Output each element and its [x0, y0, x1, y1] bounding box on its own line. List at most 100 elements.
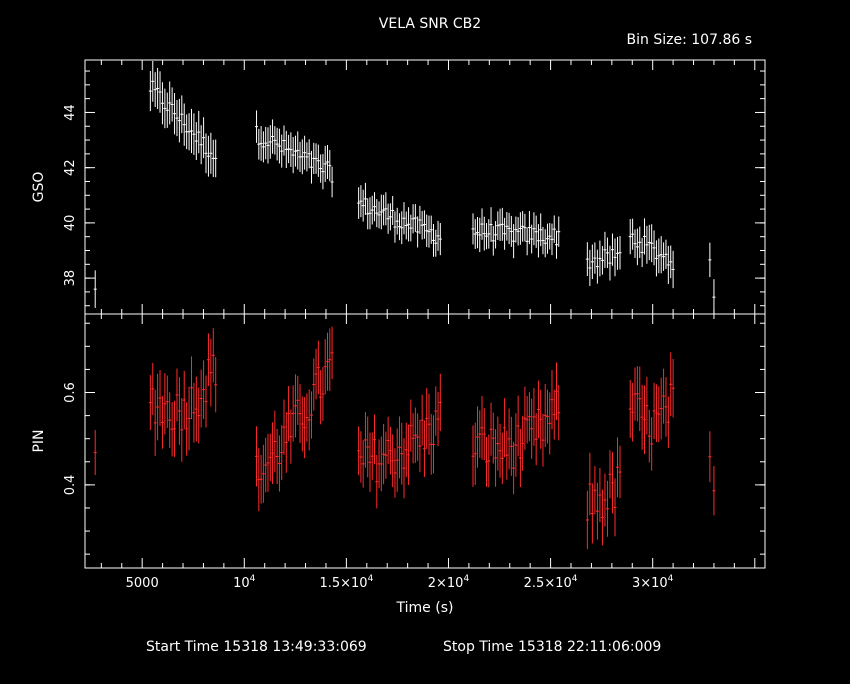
pin-data-point — [199, 369, 203, 428]
pin-data-point — [494, 429, 498, 487]
pin-data-point — [518, 428, 522, 488]
pin-data-point — [368, 432, 372, 492]
gso-data-point — [603, 231, 607, 268]
pin-data-point — [189, 356, 193, 420]
pin-data-point — [264, 437, 268, 493]
pin-data-point — [650, 417, 654, 471]
gso-data-point — [507, 212, 511, 245]
gso-data-point — [366, 198, 370, 230]
bin-size-value: 107.86 s — [691, 32, 752, 48]
gso-data-point — [93, 270, 97, 308]
pin-data-point — [590, 483, 594, 544]
gso-data-point — [434, 229, 438, 257]
gso-data-point — [413, 204, 417, 232]
gso-data-point — [404, 211, 408, 240]
gso-data-point — [266, 127, 270, 164]
pin-data-point — [307, 389, 311, 451]
gso-data-point — [296, 131, 300, 170]
stop-time: Stop Time 15318 22:11:06:009 — [443, 639, 661, 655]
gso-data-point — [438, 222, 442, 256]
gso-data-point — [411, 204, 415, 234]
gso-data-point — [527, 210, 531, 245]
gso-data-point — [654, 240, 658, 277]
pin-data-point — [485, 437, 489, 487]
pin-data-point — [436, 392, 440, 447]
pin-series — [93, 326, 716, 550]
pin-data-point — [595, 482, 599, 540]
gso-data-point — [598, 240, 602, 277]
pin-data-point — [400, 422, 404, 485]
pin-data-point — [585, 490, 589, 550]
gso-data-point — [182, 103, 186, 146]
gso-data-point — [496, 211, 500, 240]
gso-data-point — [199, 125, 203, 165]
pin-data-point — [375, 454, 379, 509]
gso-data-point — [523, 213, 527, 242]
pin-data-point — [298, 384, 302, 444]
pin-data-point — [505, 430, 509, 480]
pin-data-point — [662, 368, 666, 424]
pin-data-point — [539, 389, 543, 449]
pin-data-point — [366, 416, 370, 478]
pin-data-point — [291, 385, 295, 442]
pin-data-point — [395, 428, 399, 492]
pin-data-point — [523, 386, 527, 450]
gso-data-point — [377, 201, 381, 229]
gso-data-point — [554, 230, 558, 259]
gso-data-point — [361, 189, 365, 222]
gso-data-point — [330, 166, 334, 198]
pin-data-point — [384, 431, 388, 479]
pin-data-point — [261, 444, 265, 503]
gso-data-point — [407, 207, 411, 242]
pin-data-point — [404, 422, 408, 477]
pin-data-point — [416, 413, 420, 461]
gso-data-point — [204, 133, 208, 174]
start-time-value: 15318 13:49:33:069 — [223, 639, 366, 655]
gso-data-point — [300, 139, 304, 175]
gso-data-point — [255, 110, 259, 143]
gso-data-point — [585, 242, 589, 277]
gso-data-point — [309, 150, 313, 184]
gso-data-point — [393, 211, 397, 243]
gso-data-point — [282, 125, 286, 156]
pin-data-point — [153, 389, 157, 456]
gso-data-point — [662, 242, 666, 271]
gso-data-point — [600, 246, 604, 275]
gso-data-point — [595, 249, 599, 284]
pin-data-point — [652, 382, 656, 440]
pin-data-point — [370, 432, 374, 481]
gso-data-point — [420, 210, 424, 240]
gso-data-point — [503, 217, 507, 250]
pin-data-point — [271, 422, 275, 485]
gso-data-point — [273, 126, 277, 155]
gso-data-point — [287, 134, 291, 164]
x-tick-label: 104 — [233, 574, 256, 591]
gso-data-point — [328, 150, 332, 182]
gso-data-point — [307, 139, 311, 169]
gso-data-point — [391, 196, 395, 225]
pin-data-point — [643, 385, 647, 454]
gso-data-point — [633, 229, 637, 259]
gso-data-point — [509, 215, 513, 247]
pin-data-point — [536, 380, 540, 439]
pin-data-point — [312, 358, 316, 411]
gso-data-point — [543, 229, 547, 258]
pin-data-point — [373, 414, 377, 465]
pin-data-point — [507, 408, 511, 470]
gso-data-point — [590, 244, 594, 280]
pin-data-point — [255, 426, 259, 487]
stop-time-value: 15318 22:11:06:009 — [518, 639, 661, 655]
pin-data-point — [330, 326, 334, 380]
x-tick-label: 3×104 — [632, 574, 674, 591]
gso-data-point — [427, 215, 431, 248]
pin-data-point — [180, 398, 184, 462]
pin-data-point — [287, 386, 291, 442]
gso-data-point — [548, 223, 552, 250]
gso-data-point — [194, 122, 198, 161]
pin-data-point — [182, 370, 186, 430]
pin-data-point — [402, 438, 406, 499]
axis-ticks: 38 40 42 44 0.4 0.6 — [63, 60, 765, 568]
pin-data-point — [422, 420, 426, 477]
pin-data-point — [534, 413, 538, 466]
